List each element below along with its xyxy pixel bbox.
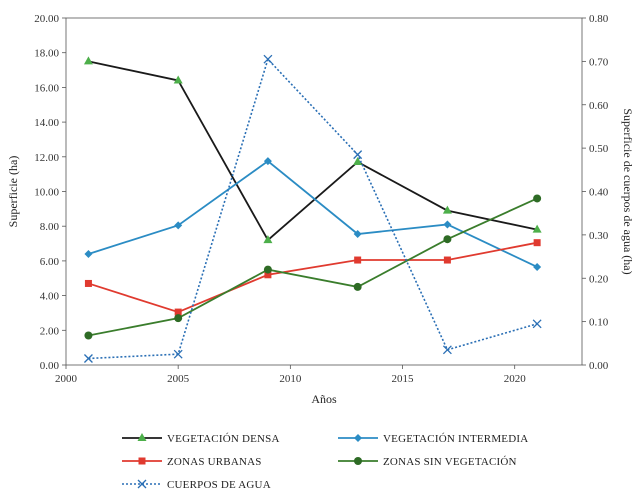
data-point [533,262,542,271]
y2-tick-label: 0.30 [589,230,609,242]
x-tick-label: 2005 [167,373,190,385]
y-axis-title: Superficie (ha) [6,156,20,228]
legend: VEGETACIÓN DENSA VEGETACIÓN INTERMEDIA ZON… [122,433,528,491]
legend-item-vegetacion-densa: VEGETACIÓN DENSA [122,433,280,445]
data-point [174,308,182,316]
data-point [532,319,542,329]
x-tick-label: 2020 [504,373,527,385]
y2-tick-label: 0.40 [589,187,609,199]
legend-swatch-marker [354,457,362,465]
legend-swatch-marker [137,433,147,441]
data-point [83,354,93,363]
data-point [353,282,362,291]
data-point [84,331,93,340]
y-tick-label: 20.00 [34,13,59,25]
data-point [263,157,272,166]
data-point [532,224,542,233]
legend-label: CUERPOS DE AGUA [167,479,271,491]
legend-swatch-marker [137,479,147,489]
y2-axis-title: Superficie de cuerpos de agua (ha) [621,108,635,274]
y-tick-label: 2.00 [40,325,60,337]
data-point [264,271,272,279]
legend-label: VEGETACIÓN DENSA [167,433,280,445]
data-point [533,239,541,247]
data-point [443,220,452,229]
legend-label: VEGETACIÓN INTERMEDIA [383,433,528,445]
legend-swatch-marker [354,434,362,442]
x-tick-label: 2010 [279,373,302,385]
x-stroke [137,479,147,489]
series-line [88,60,538,242]
x-stroke [532,319,542,329]
x-stroke [353,150,363,160]
y-tick-label: 8.00 [40,221,60,233]
y-tick-label: 4.00 [40,291,60,303]
data-point [443,235,452,244]
y-tick-label: 16.00 [34,82,59,94]
data-point [263,235,273,244]
legend-swatch-marker [138,457,146,465]
data-point [354,256,362,264]
x-stroke [442,345,452,355]
legend-item-vegetacion-intermedia: VEGETACIÓN INTERMEDIA [338,433,528,445]
data-point [173,349,183,359]
series-vegetacion-intermedia [84,157,542,271]
x-tick-label: 2000 [55,373,78,385]
data-point [174,314,183,323]
y2-tick-label: 0.60 [589,100,609,112]
series-line [88,197,538,337]
axes: 0.00 2.00 4.00 6.00 8.00 10.00 12.00 14.00 16.00… [6,13,635,406]
series-layer [83,54,542,363]
y2-tick-label: 0.80 [589,13,609,25]
data-point [84,279,92,287]
data-point [353,230,362,239]
y2-tick-label: 0.10 [589,317,609,329]
x-tick-label: 2015 [392,373,415,385]
y-tick-label: 18.00 [34,48,59,60]
legend-label: ZONAS URBANAS [167,456,262,468]
data-point [443,256,451,264]
y-tick-label: 0.00 [40,360,60,372]
data-point [353,150,363,160]
x-stroke [263,54,273,64]
series-line [88,241,538,314]
y2-tick-label: 0.00 [589,360,609,372]
series-zonas-sin-vegetacion [84,194,542,340]
series-line [88,57,538,360]
data-point [353,157,363,166]
data-point [174,221,183,230]
data-point [533,194,542,203]
legend-item-cuerpos-de-agua: CUERPOS DE AGUA [122,479,271,491]
y2-tick-label: 0.20 [589,273,609,285]
legend-item-zonas-sin-vegetacion: ZONAS SIN VEGETACIÓN [338,456,517,468]
legend-item-zonas-urbanas: ZONAS URBANAS [122,456,262,468]
data-point [442,205,452,214]
legend-label: ZONAS SIN VEGETACIÓN [383,456,517,468]
x-stroke [83,354,93,363]
series-vegetacion-densa [83,56,542,244]
series-cuerpos-de-agua [83,54,542,363]
y-tick-label: 10.00 [34,187,59,199]
data-point [442,345,452,355]
y2-tick-label: 0.70 [589,56,609,68]
data-point [83,56,93,65]
data-point [263,265,272,274]
data-point [173,75,183,84]
x-stroke [173,349,183,359]
data-point [263,54,273,64]
y-tick-label: 6.00 [40,256,60,268]
y2-tick-label: 0.50 [589,143,609,155]
data-point [84,249,93,258]
x-axis-title: Años [311,392,337,406]
series-zonas-urbanas [84,239,541,316]
y-tick-label: 12.00 [34,152,59,164]
series-line [88,160,538,268]
y-tick-label: 14.00 [34,117,59,129]
